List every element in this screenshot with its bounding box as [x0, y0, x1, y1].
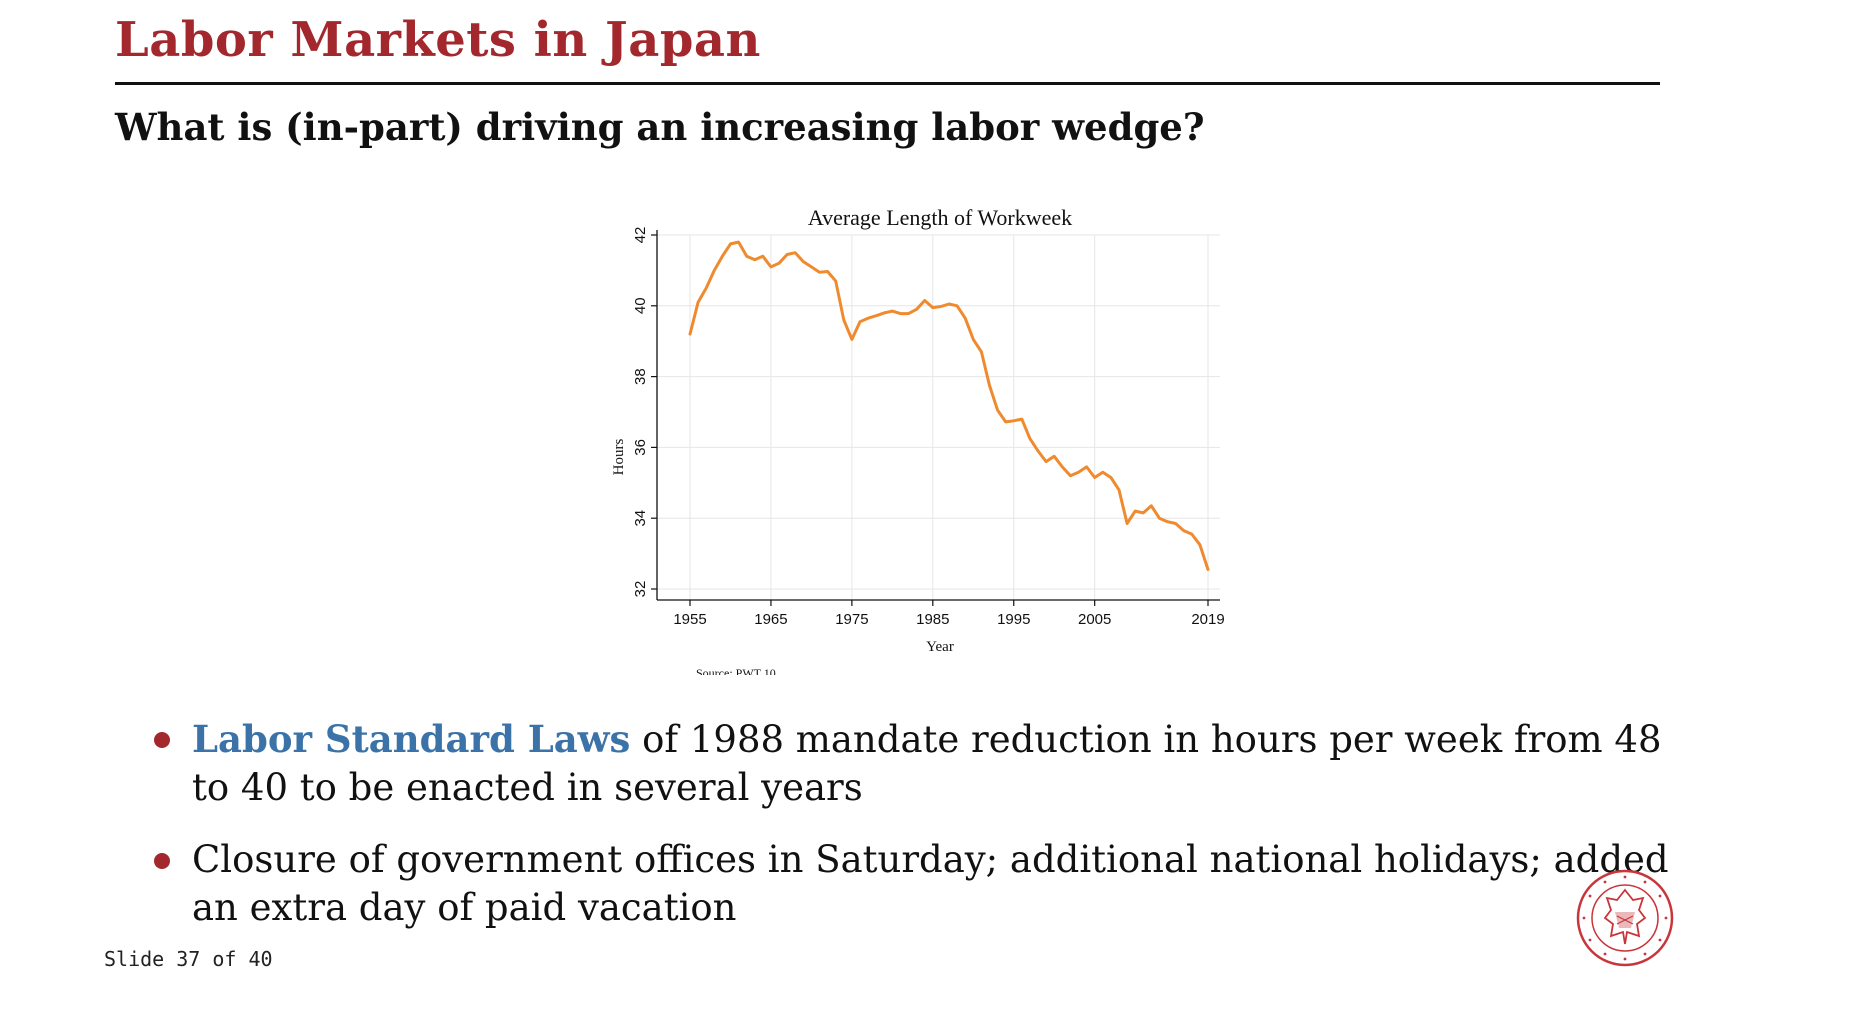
- bullet-marker: [154, 853, 170, 869]
- chart-plot-area: 32 34 36 38 40 42 1955 1965 1975 1985 1995 2005 2019: [632, 227, 1225, 628]
- chart-canvas: Average Length of Workweek Hours Year So…: [611, 205, 1225, 675]
- chart-y-tick-label: 40: [632, 297, 649, 314]
- chart-series-line: [688, 240, 1210, 571]
- chart-x-tick-label: 1965: [754, 611, 787, 628]
- chart-x-tick-label: 1985: [916, 611, 949, 628]
- cmu-seal-logo: [1575, 868, 1675, 968]
- chart-y-tick-label: 34: [632, 510, 649, 527]
- chart-y-tick-label: 38: [632, 368, 649, 385]
- bullet-list: Labor Standard Laws of 1988 mandate redu…: [150, 715, 1670, 956]
- seal-icon: [1576, 869, 1674, 967]
- chart-x-tick-label: 2005: [1078, 611, 1111, 628]
- chart-x-tick-label: 1955: [673, 611, 706, 628]
- chart-title: Average Length of Workweek: [808, 205, 1072, 230]
- slide-number: Slide 37 of 40: [104, 947, 273, 971]
- bullet-marker: [154, 732, 170, 748]
- bullet-text: Closure of government offices in Saturda…: [192, 838, 1669, 929]
- chart-x-tick-label: 2019: [1191, 611, 1224, 628]
- chart-y-tick-label: 36: [632, 439, 649, 456]
- chart-y-tick-label: 42: [632, 227, 649, 244]
- chart-source-note: Source: PWT 10: [696, 666, 776, 675]
- slide-title: Labor Markets in Japan: [115, 12, 761, 68]
- bullet-item-labor-laws: Labor Standard Laws of 1988 mandate redu…: [150, 715, 1670, 812]
- bullet-highlight: Labor Standard Laws: [192, 717, 631, 761]
- chart-x-tick-label: 1995: [997, 611, 1030, 628]
- chart-x-axis-label: Year: [926, 639, 954, 655]
- bullet-item-closures: Closure of government offices in Saturda…: [150, 836, 1670, 932]
- chart-y-tick-label: 32: [632, 581, 649, 598]
- chart-y-axis-label: Hours: [611, 439, 627, 476]
- bullet-text: of 1988 mandate reduction in hours per w…: [192, 718, 1662, 809]
- workweek-line-chart: Average Length of Workweek Hours Year So…: [540, 185, 1240, 675]
- slide-subtitle: What is (in-part) driving an increasing …: [115, 105, 1205, 149]
- chart-x-tick-label: 1975: [835, 611, 868, 628]
- title-divider: [115, 82, 1660, 85]
